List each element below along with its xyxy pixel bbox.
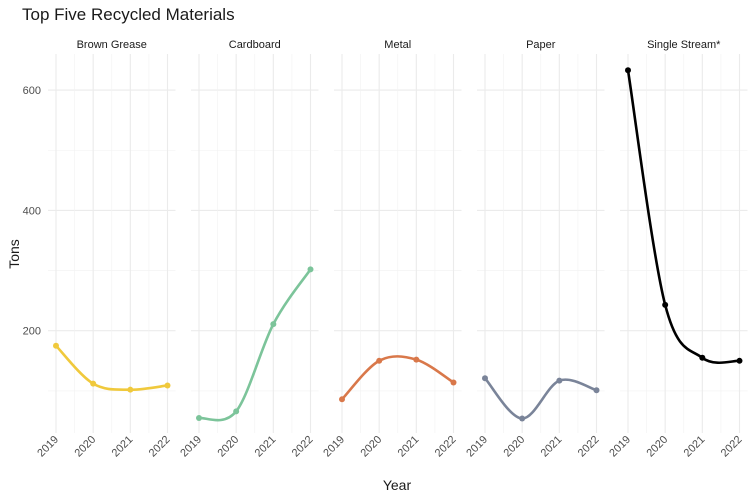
x-tick-label: 2022 <box>147 434 173 460</box>
grid-layer <box>48 54 748 433</box>
data-point-single-stream-2020 <box>662 301 669 308</box>
x-tick-label: 2020 <box>358 434 384 460</box>
data-point-brown-grease-2019 <box>53 342 59 349</box>
x-tick-label: 2022 <box>576 434 602 460</box>
x-tick-label: 2020 <box>644 434 670 460</box>
y-axis-title: Tons <box>6 239 22 269</box>
x-tick-label: 2022 <box>433 434 459 460</box>
data-point-single-stream-2021 <box>699 354 706 361</box>
x-tick-label: 2022 <box>290 434 316 460</box>
x-axis-title: Year <box>383 477 412 493</box>
data-point-single-stream-2019 <box>625 67 631 74</box>
data-point-cardboard-2019 <box>196 414 202 421</box>
x-tick-label: 2021 <box>110 434 136 460</box>
x-tick-label: 2019 <box>35 434 61 460</box>
facet-label-brown-grease: Brown Grease <box>77 39 147 51</box>
data-point-metal-2019 <box>339 396 345 403</box>
x-tick-label: 2020 <box>72 434 98 460</box>
data-point-brown-grease-2022 <box>164 382 171 389</box>
facet-label-single-stream: Single Stream* <box>647 39 721 51</box>
x-tick-label: 2020 <box>215 434 241 460</box>
chart-title: Top Five Recycled Materials <box>22 5 235 24</box>
facet-label-metal: Metal <box>384 39 411 51</box>
x-tick-label: 2022 <box>719 434 745 460</box>
series-line-paper <box>483 376 598 420</box>
data-point-cardboard-2022 <box>307 266 314 273</box>
data-point-single-stream-2022 <box>736 357 743 364</box>
x-tick-label: 2019 <box>178 434 204 460</box>
y-tick-label-200: 200 <box>23 326 41 338</box>
series-line-cardboard <box>197 268 312 422</box>
data-point-paper-2020 <box>519 415 526 422</box>
x-tick-label: 2021 <box>682 434 708 460</box>
x-tick-label: 2021 <box>396 434 422 460</box>
x-tick-label: 2020 <box>501 434 527 460</box>
x-tick-label: 2019 <box>607 434 633 460</box>
facet-label-cardboard: Cardboard <box>229 39 281 51</box>
y-tick-label-600: 600 <box>23 85 41 97</box>
x-tick-label: 2019 <box>321 434 347 460</box>
data-point-cardboard-2020 <box>233 408 240 415</box>
x-tick-label: 2021 <box>253 434 279 460</box>
line-layer <box>53 67 743 422</box>
data-point-metal-2021 <box>413 356 420 363</box>
series-line-metal <box>340 355 455 401</box>
facet-label-paper: Paper <box>526 39 556 51</box>
y-tick-label-400: 400 <box>23 205 41 217</box>
data-point-brown-grease-2021 <box>127 386 134 393</box>
data-point-metal-2022 <box>450 379 457 386</box>
data-point-cardboard-2021 <box>270 321 277 328</box>
label-layer: 200 400 600 Brown Grease 2019 2020 2021 2022 Car… <box>23 39 745 459</box>
x-tick-label: 2019 <box>464 434 490 460</box>
data-point-paper-2022 <box>593 387 600 394</box>
data-point-paper-2019 <box>482 375 488 382</box>
data-point-metal-2020 <box>376 357 383 364</box>
data-point-paper-2021 <box>556 377 563 384</box>
series-line-brown-grease <box>54 344 169 391</box>
data-point-brown-grease-2020 <box>90 380 97 387</box>
series-line-single-stream <box>626 68 741 365</box>
x-tick-label: 2021 <box>539 434 565 460</box>
